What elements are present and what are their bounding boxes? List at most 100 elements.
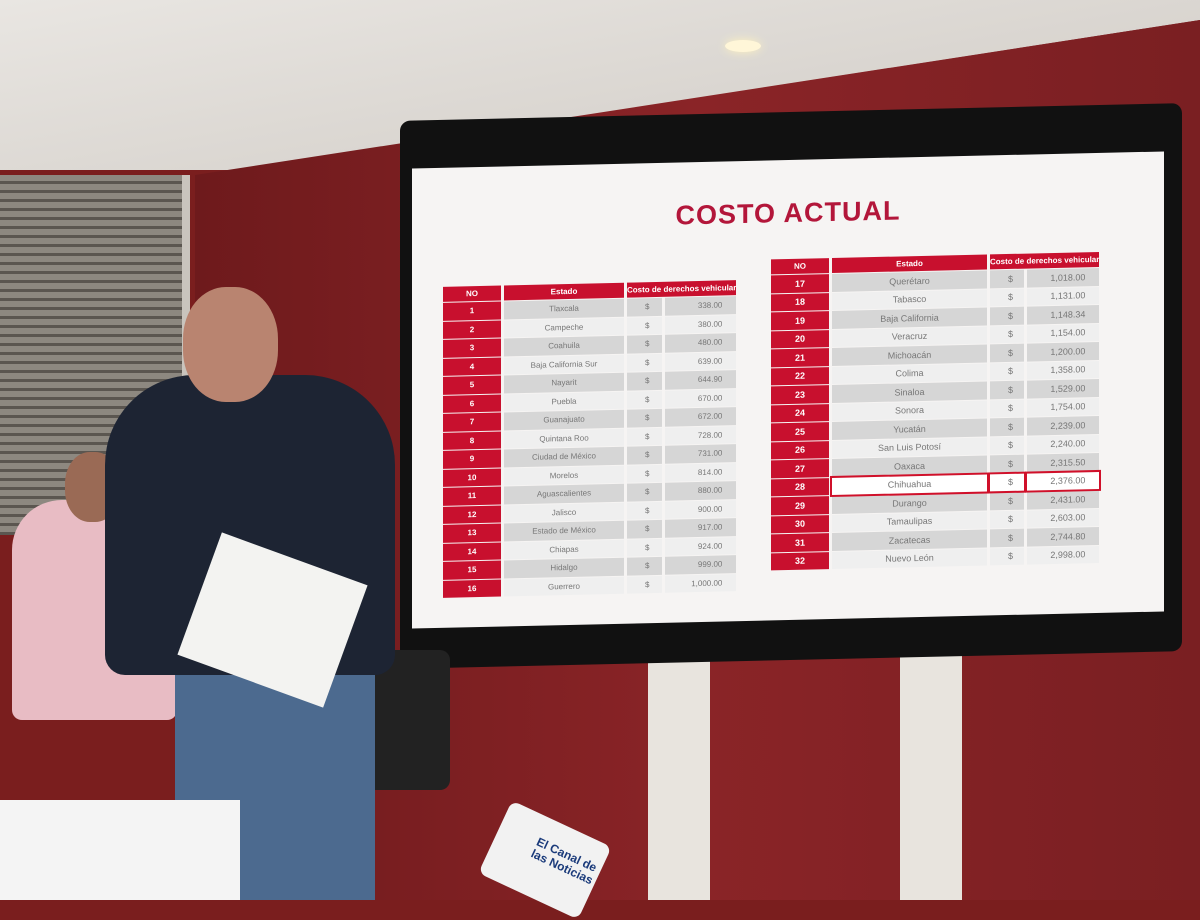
- cost-value: 2,998.00: [1026, 545, 1100, 565]
- cost-value: 2,744.80: [1026, 526, 1100, 547]
- row-number: 3: [443, 338, 501, 358]
- currency-sign: $: [627, 427, 663, 446]
- row-number: 5: [443, 375, 501, 395]
- row-number: 22: [771, 366, 829, 386]
- presentation-slide: COSTO ACTUAL NO Estado Costo de derechos…: [412, 151, 1164, 629]
- row-number: 14: [443, 542, 501, 561]
- cost-value: 672.00: [665, 407, 737, 427]
- currency-sign: $: [627, 297, 663, 317]
- row-number: 29: [771, 496, 829, 515]
- currency-sign: $: [627, 519, 663, 539]
- row-number: 23: [771, 385, 829, 404]
- state-name: Durango: [832, 492, 987, 514]
- currency-sign: $: [627, 445, 663, 465]
- state-name: Guanajuato: [504, 409, 624, 430]
- state-name: Yucatán: [832, 418, 987, 440]
- currency-sign: $: [990, 399, 1024, 418]
- cost-value: 2,603.00: [1026, 508, 1100, 528]
- cost-value: 924.00: [665, 536, 737, 556]
- currency-sign: $: [627, 482, 663, 502]
- currency-sign: $: [627, 464, 663, 483]
- cost-value: 670.00: [665, 388, 737, 408]
- state-name: Zacatecas: [832, 529, 987, 551]
- row-number: 25: [771, 422, 829, 441]
- cost-value: 731.00: [665, 444, 737, 464]
- state-name: Puebla: [504, 391, 624, 412]
- state-name: Coahuila: [504, 335, 624, 356]
- currency-sign: $: [990, 269, 1024, 288]
- row-number: 16: [443, 579, 501, 598]
- state-name: Quintana Roo: [504, 428, 624, 449]
- currency-sign: $: [990, 362, 1024, 381]
- currency-sign: $: [990, 417, 1024, 436]
- row-number: 30: [771, 514, 829, 534]
- state-name: Oaxaca: [832, 455, 987, 477]
- row-number: 10: [443, 468, 501, 487]
- row-number: 12: [443, 505, 501, 524]
- currency-sign: $: [627, 538, 663, 557]
- cost-table-left: NO Estado Costo de derechos vehicular 1 …: [440, 279, 739, 599]
- row-number: 8: [443, 431, 501, 450]
- row-number: 21: [771, 348, 829, 367]
- header-costo: Costo de derechos vehicular: [627, 280, 737, 298]
- row-number: 1: [443, 301, 501, 321]
- row-number: 18: [771, 292, 829, 312]
- row-number: 26: [771, 440, 829, 460]
- cost-value: 999.00: [665, 555, 737, 575]
- state-name: Estado de México: [504, 520, 624, 541]
- state-name: Jalisco: [504, 502, 624, 523]
- currency-sign: $: [627, 501, 663, 520]
- currency-sign: $: [990, 436, 1024, 455]
- currency-sign: $: [990, 454, 1024, 473]
- cost-value: 338.00: [665, 296, 737, 316]
- state-name: Baja California: [832, 307, 987, 329]
- currency-sign: $: [627, 575, 663, 594]
- row-number: 6: [443, 394, 501, 413]
- state-name: Sonora: [832, 399, 987, 422]
- cost-value: 1,154.00: [1026, 323, 1100, 343]
- cost-value: 1,754.00: [1026, 397, 1100, 417]
- row-number: 2: [443, 320, 501, 339]
- row-number: 4: [443, 357, 501, 376]
- row-number: 9: [443, 449, 501, 469]
- state-name: Morelos: [504, 465, 624, 486]
- state-name: Campeche: [504, 317, 624, 338]
- currency-sign: $: [990, 510, 1024, 529]
- row-number: 19: [771, 311, 829, 330]
- state-name: Sinaloa: [832, 381, 987, 403]
- row-number: 13: [443, 523, 501, 543]
- state-name: Veracruz: [832, 325, 987, 348]
- state-name: Querétaro: [832, 270, 987, 292]
- tv-stand-left: [648, 640, 710, 900]
- cost-value: 639.00: [665, 351, 737, 371]
- row-number: 27: [771, 459, 829, 478]
- state-name: Baja California Sur: [504, 354, 624, 375]
- header-no: NO: [443, 285, 501, 302]
- row-number: 31: [771, 533, 829, 552]
- currency-sign: $: [627, 556, 663, 576]
- cost-value: 2,240.00: [1026, 434, 1100, 454]
- state-name: Guerrero: [504, 576, 624, 597]
- cost-value: 1,529.00: [1026, 378, 1100, 399]
- state-name: Aguascalientes: [504, 483, 624, 504]
- header-estado: Estado: [504, 282, 624, 301]
- header-costo: Costo de derechos vehicular: [990, 251, 1100, 270]
- state-name: Chiapas: [504, 539, 624, 560]
- state-name: Hidalgo: [504, 557, 624, 578]
- row-number: 15: [443, 560, 501, 580]
- state-name: San Luis Potosí: [832, 436, 987, 459]
- row-number: 28: [771, 477, 829, 497]
- currency-sign: $: [627, 334, 663, 354]
- row-number: 7: [443, 412, 501, 432]
- row-number: 17: [771, 274, 829, 293]
- cost-value: 1,018.00: [1026, 267, 1100, 288]
- cost-value: 380.00: [665, 314, 737, 334]
- cost-value: 1,200.00: [1026, 341, 1100, 362]
- currency-sign: $: [627, 371, 663, 391]
- row-number: 20: [771, 329, 829, 349]
- currency-sign: $: [990, 343, 1024, 362]
- cost-value: 880.00: [665, 481, 737, 501]
- row-number: 11: [443, 486, 501, 506]
- microphone-label: El Canal de las Noticias: [528, 834, 599, 888]
- currency-sign: $: [627, 390, 663, 409]
